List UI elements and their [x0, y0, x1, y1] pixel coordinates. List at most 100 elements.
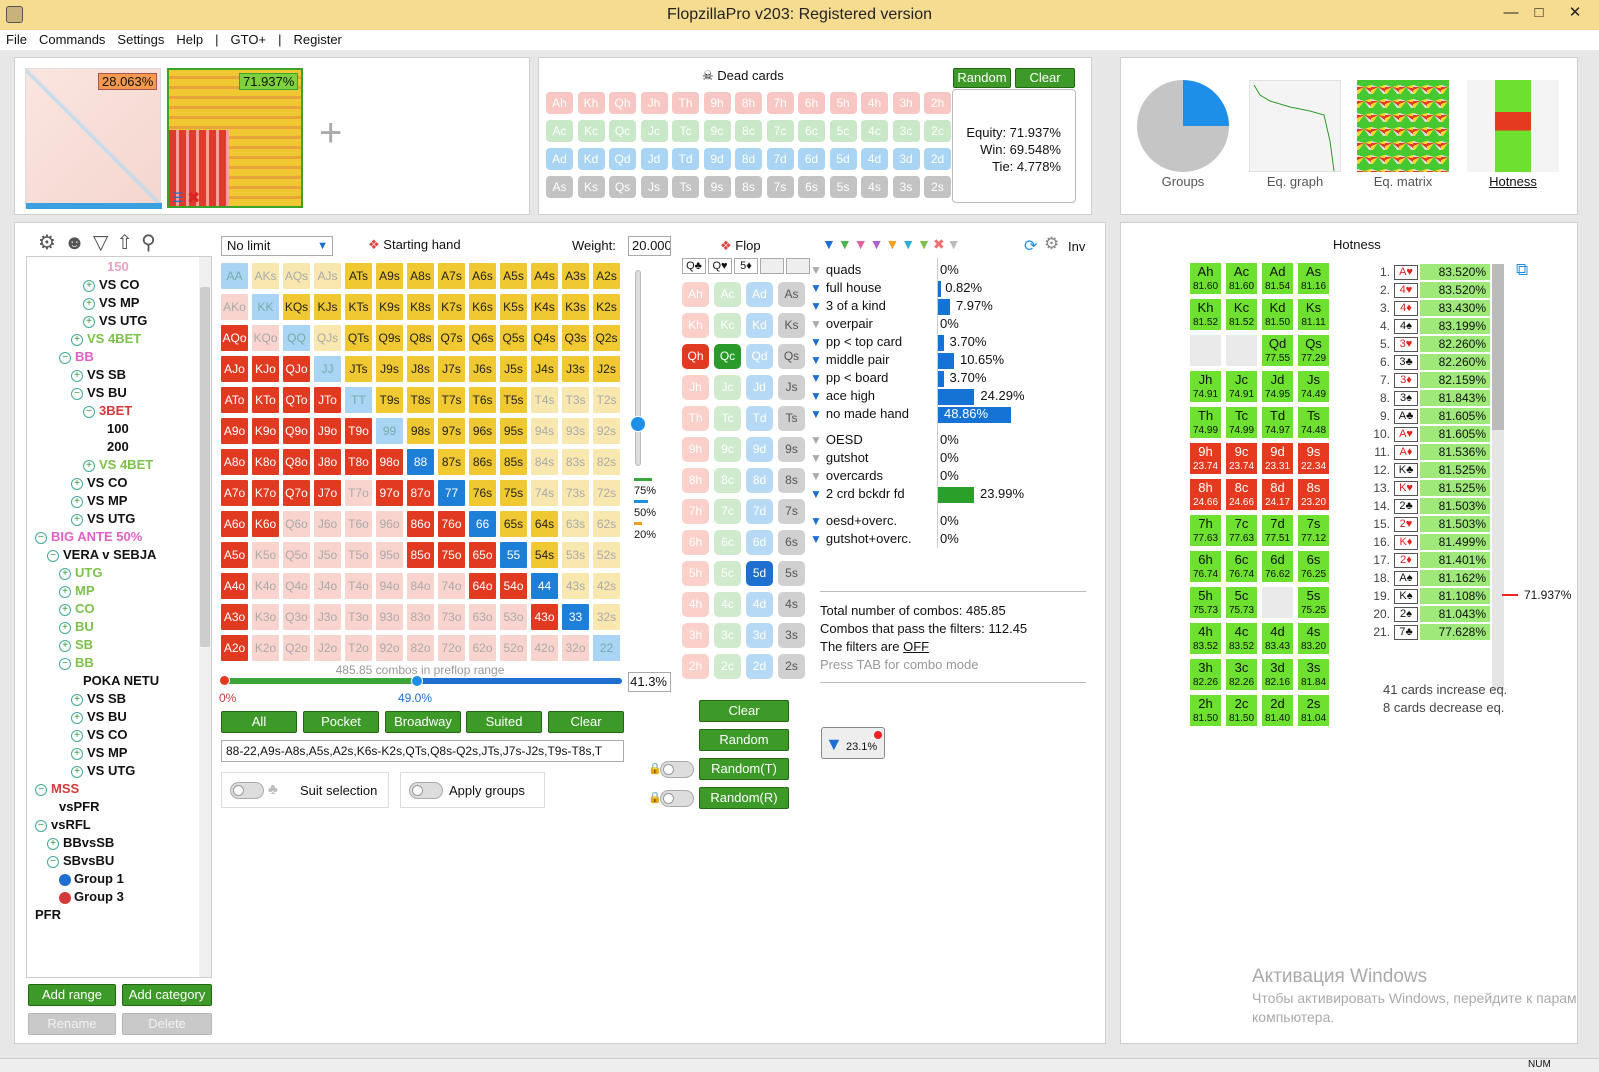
hand-32o[interactable]: 32o	[561, 634, 590, 662]
hand-54s[interactable]: 54s	[530, 541, 559, 569]
hand-AA[interactable]: AA	[220, 262, 249, 290]
tree-node[interactable]: + VS MP	[71, 745, 127, 760]
flop-card-7s[interactable]: 7s	[778, 499, 805, 524]
hand-J5o[interactable]: J5o	[313, 541, 342, 569]
hand-Q8s[interactable]: Q8s	[406, 324, 435, 352]
hand-T4o[interactable]: T4o	[344, 572, 373, 600]
hotness-card[interactable]: 5s 75.25	[1297, 586, 1330, 619]
flop-card-4h[interactable]: 4h	[682, 592, 709, 617]
hand-94s[interactable]: 94s	[530, 417, 559, 445]
flop-card-9c[interactable]: 9c	[714, 437, 741, 462]
hand-KQo[interactable]: KQo	[251, 324, 280, 352]
hand-KJs[interactable]: KJs	[313, 293, 342, 321]
flop-card-Qc[interactable]: Qc	[714, 344, 741, 369]
tree-node[interactable]: POKA NETU	[83, 673, 159, 688]
filter-row[interactable]: ▼ gutshot	[810, 450, 869, 465]
hand-Q2o[interactable]: Q2o	[282, 634, 311, 662]
tree-node[interactable]: + MP	[59, 583, 95, 598]
add-range-button[interactable]: Add range	[28, 984, 116, 1006]
flop-random-t-button[interactable]: Random(T)	[699, 758, 789, 780]
flop-slot-1[interactable]: Q♥	[708, 258, 732, 274]
filter-funnel-icon[interactable]: ▼	[810, 451, 822, 465]
hotness-card[interactable]: 6h 76.74	[1189, 550, 1222, 583]
flop-random-r-button[interactable]: Random(R)	[699, 787, 789, 809]
filter-funnel-icon[interactable]: ▼	[810, 469, 822, 483]
hand-K9o[interactable]: K9o	[251, 417, 280, 445]
hand-A4s[interactable]: A4s	[530, 262, 559, 290]
flop-card-Ks[interactable]: Ks	[778, 313, 805, 338]
flop-card-9h[interactable]: 9h	[682, 437, 709, 462]
dead-card-Jh[interactable]: Jh	[640, 92, 668, 114]
tree-node[interactable]: 150	[107, 259, 129, 274]
filter-funnel-icon[interactable]: ▼	[810, 281, 822, 295]
hand-62o[interactable]: 62o	[468, 634, 497, 662]
dead-card-Tc[interactable]: Tc	[672, 120, 699, 142]
dead-card-9s[interactable]: 9s	[703, 176, 731, 198]
hand-QJo[interactable]: QJo	[282, 355, 311, 383]
hand-KJo[interactable]: KJo	[251, 355, 280, 383]
tree-toggle-icon[interactable]: +	[83, 315, 95, 328]
dead-clear-button[interactable]: Clear	[1015, 68, 1075, 88]
flop-card-2s[interactable]: 2s	[778, 654, 805, 679]
menu-item-3[interactable]: Help	[176, 32, 204, 47]
hand-54o[interactable]: 54o	[499, 572, 528, 600]
hand-99[interactable]: 99	[375, 417, 404, 445]
flop-card-Js[interactable]: Js	[778, 375, 805, 400]
flop-card-8s[interactable]: 8s	[778, 468, 805, 493]
hand-A3o[interactable]: A3o	[220, 603, 249, 631]
hand-KTs[interactable]: KTs	[344, 293, 373, 321]
hand-Q9s[interactable]: Q9s	[375, 324, 404, 352]
hand-A6o[interactable]: A6o	[220, 510, 249, 538]
hotness-card[interactable]: 2h 81.50	[1189, 694, 1222, 727]
maximize-icon[interactable]: □	[1534, 4, 1544, 21]
hand-92o[interactable]: 92o	[375, 634, 404, 662]
tree-toggle-icon[interactable]: +	[59, 567, 71, 580]
tree-node[interactable]: + BU	[59, 619, 94, 634]
hand-98s[interactable]: 98s	[406, 417, 435, 445]
flop-card-Jc[interactable]: Jc	[714, 375, 741, 400]
hand-T4s[interactable]: T4s	[530, 386, 559, 414]
flop-card-Tc[interactable]: Tc	[714, 406, 741, 431]
hand-K6o[interactable]: K6o	[251, 510, 280, 538]
hand-J3o[interactable]: J3o	[313, 603, 342, 631]
hotness-card[interactable]: Qs 77.29	[1297, 334, 1330, 367]
hand-77[interactable]: 77	[437, 479, 466, 507]
hotness-card[interactable]: 9h 23.74	[1189, 442, 1222, 475]
hotness-card[interactable]: 6d 76.62	[1261, 550, 1294, 583]
filter-funnel-icon[interactable]: ▼	[810, 317, 822, 331]
hand-A9s[interactable]: A9s	[375, 262, 404, 290]
filter-funnel-icon[interactable]: ▼	[810, 335, 822, 349]
dead-card-4s[interactable]: 4s	[861, 176, 888, 198]
filter-funnel-icon[interactable]: ▼	[810, 514, 822, 528]
filter-row[interactable]: ▼ oesd+overc.	[810, 513, 897, 528]
hand-75s[interactable]: 75s	[499, 479, 528, 507]
hand-TT[interactable]: TT	[344, 386, 373, 414]
hand-QTs[interactable]: QTs	[344, 324, 373, 352]
hand-63o[interactable]: 63o	[468, 603, 497, 631]
range-thumb-2[interactable]: 71.937% ☰ ✖	[167, 68, 303, 208]
dead-card-Kc[interactable]: Kc	[577, 120, 605, 142]
hand-Q6o[interactable]: Q6o	[282, 510, 311, 538]
hand-KK[interactable]: KK	[251, 293, 280, 321]
hand-86s[interactable]: 86s	[468, 448, 497, 476]
hotness-card[interactable]: Kd 81.50	[1261, 298, 1294, 331]
tree-node[interactable]: + VS BU	[71, 709, 127, 724]
hand-63s[interactable]: 63s	[561, 510, 590, 538]
menu-item-0[interactable]: File	[6, 32, 27, 47]
hand-97o[interactable]: 97o	[375, 479, 404, 507]
hand-Q3s[interactable]: Q3s	[561, 324, 590, 352]
all-button[interactable]: All	[221, 711, 297, 733]
hand-A4o[interactable]: A4o	[220, 572, 249, 600]
hand-74o[interactable]: 74o	[437, 572, 466, 600]
hand-J8o[interactable]: J8o	[313, 448, 342, 476]
hand-82o[interactable]: 82o	[406, 634, 435, 662]
hand-J4s[interactable]: J4s	[530, 355, 559, 383]
hotness-card[interactable]: Ks 81.11	[1297, 298, 1330, 331]
tree-toggle-icon[interactable]: +	[59, 639, 71, 652]
flop-card-8h[interactable]: 8h	[682, 468, 709, 493]
dead-card-3d[interactable]: 3d	[892, 148, 920, 170]
hand-J2s[interactable]: J2s	[592, 355, 621, 383]
tree-toggle-icon[interactable]: +	[71, 729, 83, 742]
minimize-icon[interactable]: —	[1503, 4, 1519, 21]
hotness-card[interactable]: 4s 83.20	[1297, 622, 1330, 655]
